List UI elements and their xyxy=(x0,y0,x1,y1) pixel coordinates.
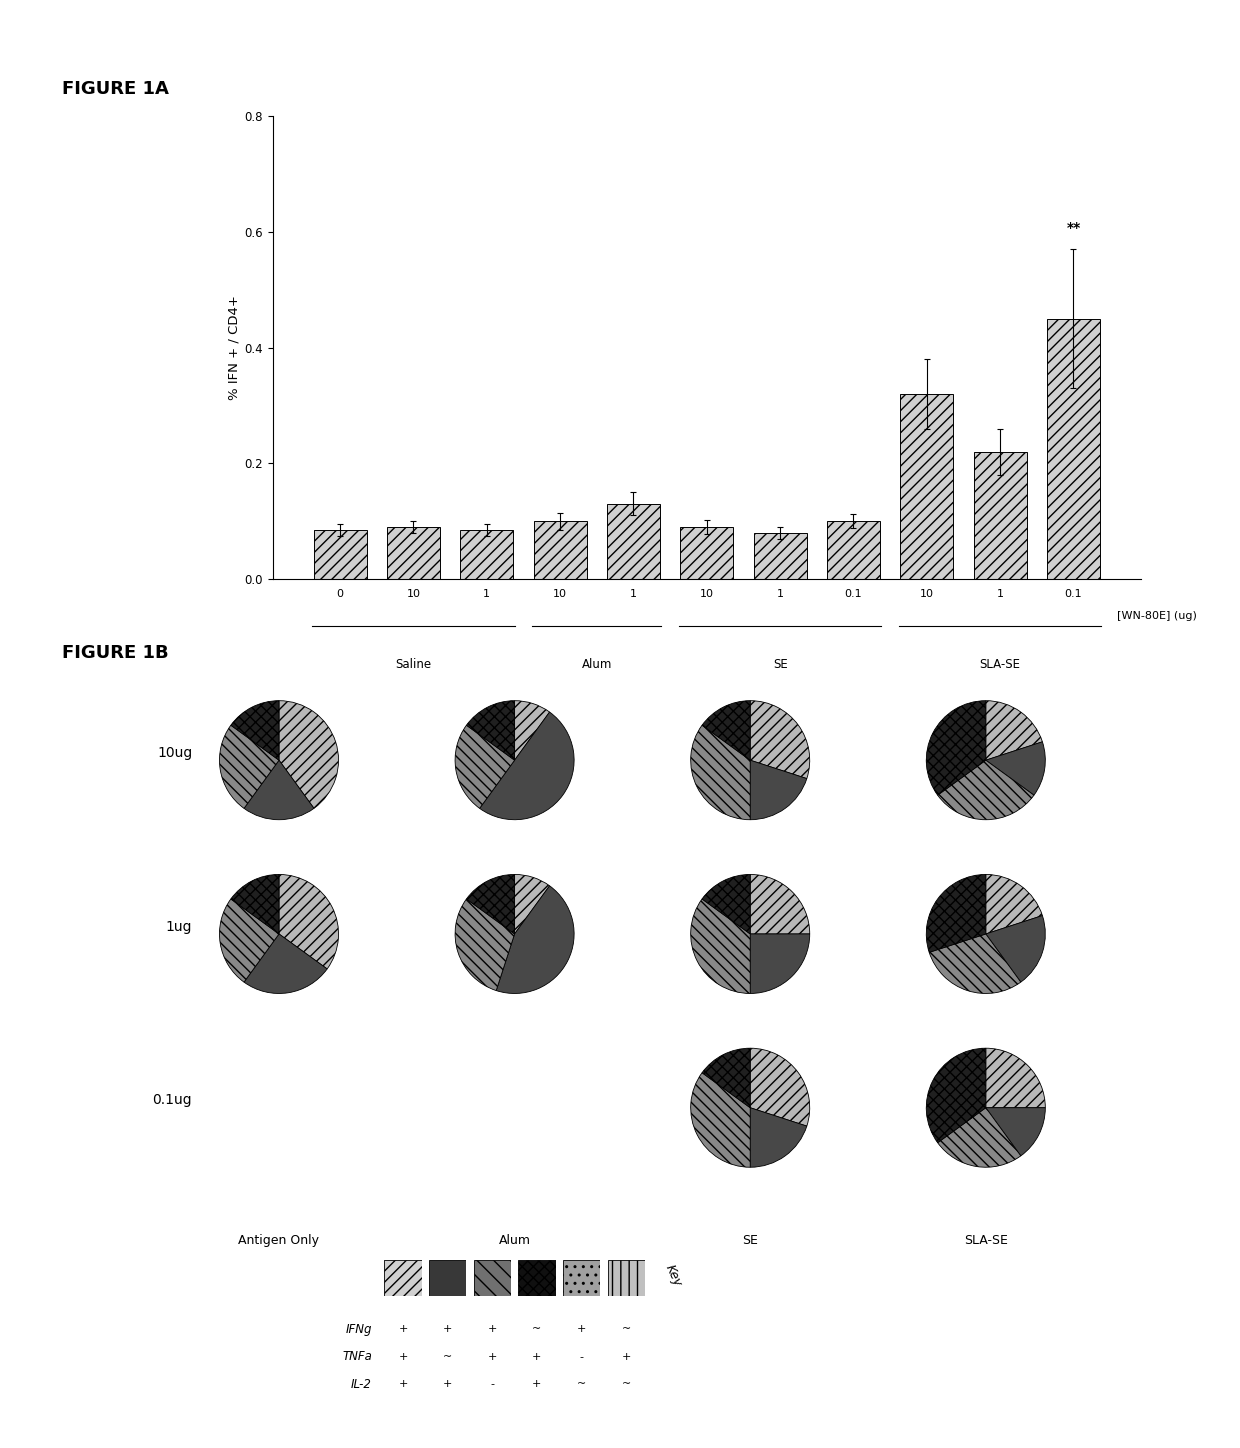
Wedge shape xyxy=(937,1108,1021,1167)
Text: SLA-SE: SLA-SE xyxy=(980,657,1021,670)
Wedge shape xyxy=(466,701,515,760)
Bar xyxy=(460,530,513,579)
Wedge shape xyxy=(515,701,549,760)
Wedge shape xyxy=(986,875,1043,934)
Wedge shape xyxy=(750,701,810,779)
Text: [WN-80E] (ug): [WN-80E] (ug) xyxy=(1117,611,1198,621)
Wedge shape xyxy=(496,886,574,993)
Text: -: - xyxy=(490,1380,495,1389)
Wedge shape xyxy=(244,760,314,820)
Text: -: - xyxy=(579,1352,584,1361)
Bar xyxy=(533,521,587,579)
Text: Antigen Only: Antigen Only xyxy=(238,1234,320,1247)
Text: +: + xyxy=(443,1325,453,1334)
Text: 10ug: 10ug xyxy=(157,746,192,760)
Wedge shape xyxy=(750,875,810,934)
Text: +: + xyxy=(398,1352,408,1361)
Text: Alum: Alum xyxy=(498,1234,531,1247)
Wedge shape xyxy=(750,760,807,820)
Text: +: + xyxy=(487,1352,497,1361)
Text: ~: ~ xyxy=(621,1325,631,1334)
Wedge shape xyxy=(937,760,1034,820)
Wedge shape xyxy=(986,1108,1045,1156)
Wedge shape xyxy=(279,701,339,808)
Wedge shape xyxy=(750,1048,810,1127)
Text: IL-2: IL-2 xyxy=(351,1378,372,1390)
Wedge shape xyxy=(926,701,986,795)
Wedge shape xyxy=(750,934,810,993)
Text: ~: ~ xyxy=(577,1380,587,1389)
Wedge shape xyxy=(926,1048,986,1142)
Text: +: + xyxy=(398,1325,408,1334)
Bar xyxy=(973,452,1027,579)
Wedge shape xyxy=(702,1048,750,1108)
Wedge shape xyxy=(986,1048,1045,1108)
Text: SE: SE xyxy=(743,1234,758,1247)
Wedge shape xyxy=(986,701,1043,760)
Wedge shape xyxy=(219,725,279,808)
Text: Key: Key xyxy=(662,1263,683,1289)
Text: FIGURE 1A: FIGURE 1A xyxy=(62,80,169,97)
Text: FIGURE 1B: FIGURE 1B xyxy=(62,644,169,662)
Bar xyxy=(681,527,733,579)
Wedge shape xyxy=(691,725,750,820)
Bar xyxy=(900,394,954,579)
Wedge shape xyxy=(219,899,279,982)
Text: **: ** xyxy=(1066,220,1080,235)
Bar xyxy=(1047,319,1100,579)
Text: IFNg: IFNg xyxy=(346,1323,372,1335)
Wedge shape xyxy=(691,1073,750,1167)
Wedge shape xyxy=(466,875,515,934)
Wedge shape xyxy=(231,701,279,760)
Wedge shape xyxy=(515,875,549,934)
Wedge shape xyxy=(279,875,339,969)
Wedge shape xyxy=(929,934,1021,993)
Wedge shape xyxy=(480,712,574,820)
Wedge shape xyxy=(244,934,327,993)
Text: SE: SE xyxy=(773,657,787,670)
Text: +: + xyxy=(532,1352,542,1361)
Wedge shape xyxy=(455,725,515,808)
Wedge shape xyxy=(986,741,1045,795)
Text: +: + xyxy=(398,1380,408,1389)
Text: ~: ~ xyxy=(443,1352,453,1361)
Text: ~: ~ xyxy=(532,1325,542,1334)
Y-axis label: % IFN + / CD4+: % IFN + / CD4+ xyxy=(227,295,241,400)
Text: Saline: Saline xyxy=(396,657,432,670)
Wedge shape xyxy=(926,875,986,953)
Text: +: + xyxy=(621,1352,631,1361)
Wedge shape xyxy=(231,875,279,934)
Text: TNFa: TNFa xyxy=(342,1351,372,1363)
Text: +: + xyxy=(532,1380,542,1389)
Text: +: + xyxy=(443,1380,453,1389)
Text: +: + xyxy=(577,1325,587,1334)
Wedge shape xyxy=(702,875,750,934)
Wedge shape xyxy=(702,701,750,760)
Wedge shape xyxy=(750,1108,807,1167)
Text: ~: ~ xyxy=(621,1380,631,1389)
Text: +: + xyxy=(487,1325,497,1334)
Text: 1ug: 1ug xyxy=(166,919,192,934)
Text: Alum: Alum xyxy=(582,657,613,670)
Wedge shape xyxy=(455,899,515,990)
Bar xyxy=(314,530,367,579)
Wedge shape xyxy=(986,915,1045,982)
Bar xyxy=(387,527,440,579)
Bar xyxy=(608,504,660,579)
Bar xyxy=(754,533,806,579)
Bar xyxy=(827,521,880,579)
Wedge shape xyxy=(691,899,750,993)
Text: 0.1ug: 0.1ug xyxy=(153,1093,192,1108)
Text: SLA-SE: SLA-SE xyxy=(963,1234,1008,1247)
